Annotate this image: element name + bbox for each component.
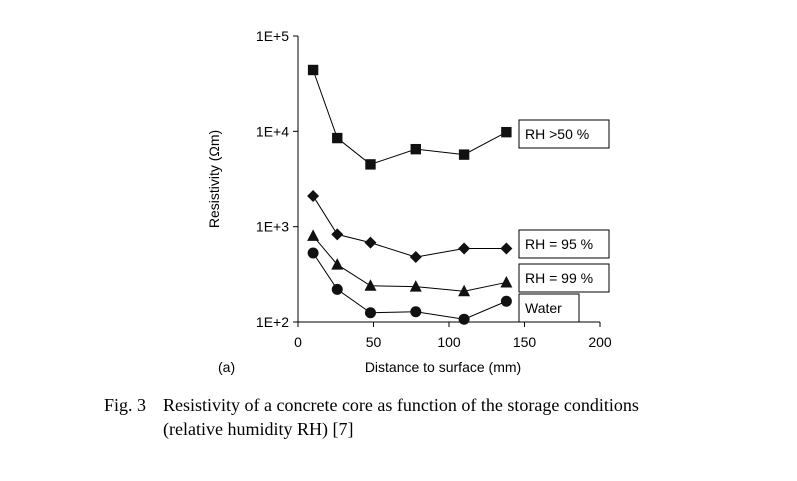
data-point-square (501, 126, 512, 138)
data-point-diamond (500, 242, 513, 255)
data-point-square (365, 159, 376, 170)
series-label-box (518, 263, 610, 293)
series-line (312, 252, 507, 320)
y-tick-label: 1E+3 (256, 219, 289, 235)
y-tick-label: 1E+2 (256, 314, 289, 330)
series-label: Water (525, 300, 562, 316)
series-markers (307, 64, 513, 325)
series-label-box (518, 293, 580, 323)
x-axis-title: Distance to surface (mm) (365, 359, 521, 375)
y-tick-label: 1E+5 (256, 28, 289, 44)
y-tick-label: 1E+4 (256, 123, 289, 139)
series-label-box (518, 119, 610, 149)
y-axis-title: Resistivity (Ωm) (206, 130, 222, 228)
series-line (312, 69, 507, 165)
data-point-circle (364, 307, 376, 319)
data-point-triangle (458, 284, 471, 297)
data-point-diamond (409, 251, 422, 264)
data-point-circle (307, 247, 319, 259)
figure-caption: Fig. 3 Resistivity of a concrete core as… (104, 393, 784, 441)
caption-line-1: Resistivity of a concrete core as functi… (163, 395, 639, 415)
data-point-square (307, 64, 319, 76)
caption-number: Fig. 3 (104, 395, 147, 415)
data-point-triangle (409, 280, 422, 292)
series-label: RH >50 % (525, 126, 589, 142)
data-point-square (410, 143, 421, 155)
series-line (312, 235, 507, 292)
data-point-diamond (364, 236, 377, 249)
series-line (312, 195, 507, 258)
series-label: RH = 99 % (525, 270, 593, 286)
data-point-square (458, 149, 470, 160)
resistivity-chart: 1E+2 1E+3 1E+4 1E+5 0 50 100 150 200 Distance to … (206, 28, 612, 375)
axes: 1E+2 1E+3 1E+4 1E+5 0 50 100 150 200 Distance to … (206, 28, 612, 375)
data-point-circle (410, 306, 422, 318)
series-label-boxes: RH >50 % RH = 95 % RH = 99 % Water (518, 119, 610, 323)
panel-label: (a) (218, 359, 235, 375)
data-point-triangle (500, 275, 513, 288)
series-lines (312, 69, 507, 320)
series-label-box (518, 229, 610, 259)
data-point-circle (331, 283, 343, 295)
x-tick-label: 200 (588, 334, 612, 350)
data-point-circle (500, 295, 512, 307)
data-point-triangle (364, 279, 377, 291)
x-tick-label: 0 (294, 334, 302, 350)
data-point-square (332, 132, 343, 144)
x-tick-label: 50 (366, 334, 382, 350)
x-tick-label: 150 (513, 334, 537, 350)
data-point-diamond (331, 228, 344, 241)
caption-line-2: (relative humidity RH) [7] (163, 419, 354, 439)
x-tick-label: 100 (437, 334, 461, 350)
data-point-circle (458, 313, 470, 325)
data-point-triangle (331, 258, 344, 270)
data-point-diamond (458, 242, 471, 255)
series-label: RH = 95 % (525, 236, 593, 252)
data-point-triangle (307, 229, 320, 241)
data-point-diamond (307, 189, 320, 202)
